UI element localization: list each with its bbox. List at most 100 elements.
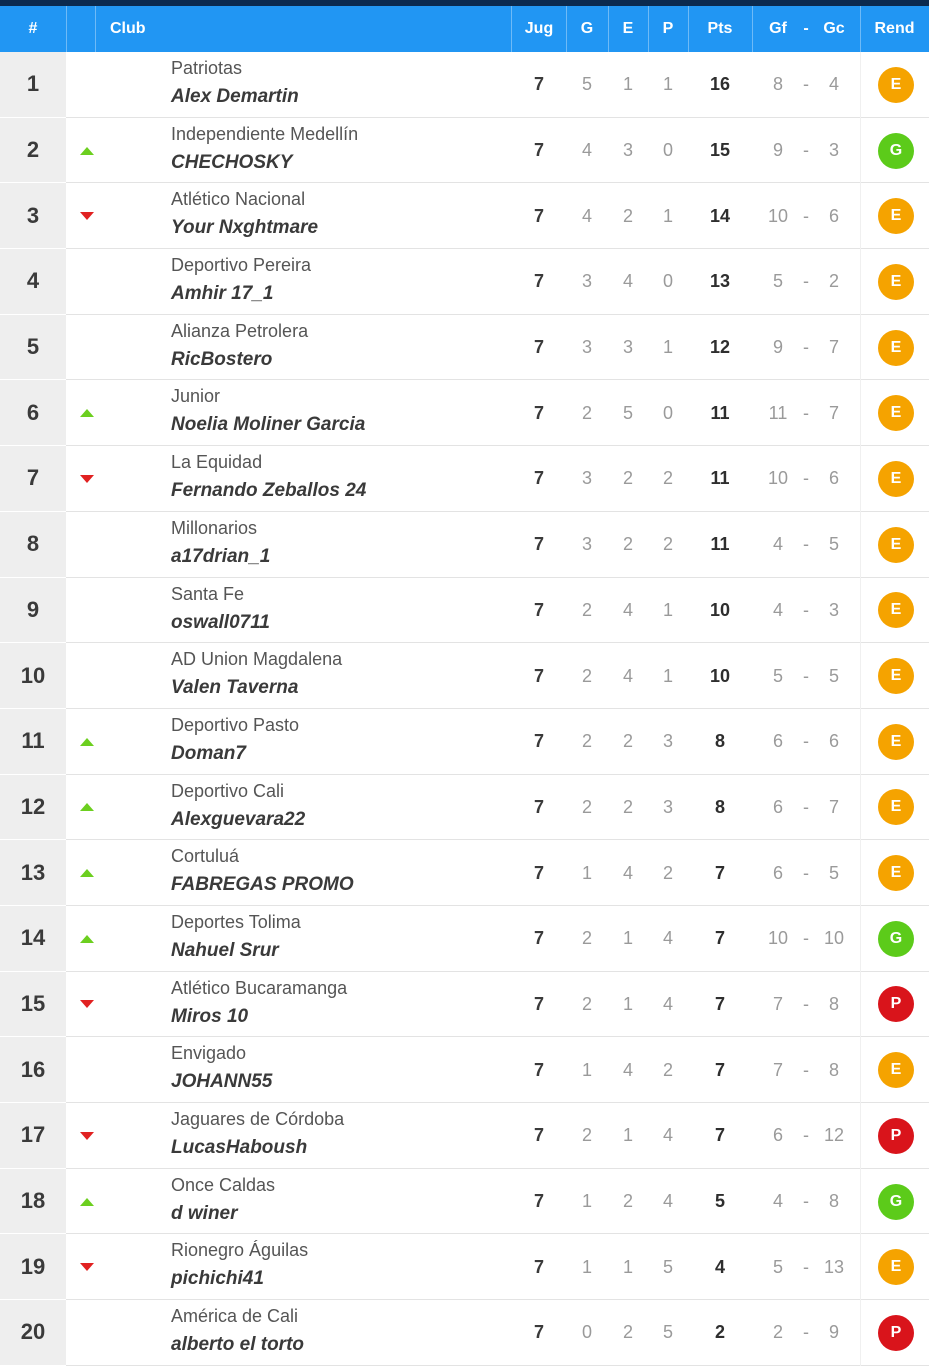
club-name[interactable]: Deportivo Pasto (171, 714, 300, 735)
rend-badge: P (878, 986, 914, 1023)
player-name[interactable]: pichichi41 (171, 1268, 264, 1290)
club-name[interactable]: Deportivo Pereira (171, 255, 312, 276)
player-name[interactable]: JOHANN55 (171, 1071, 273, 1093)
club-name[interactable]: Independiente Medellín (171, 123, 359, 144)
column-divider (860, 577, 861, 644)
header-rank[interactable]: # (28, 20, 38, 37)
club-name[interactable]: AD Union Magdalena (171, 649, 343, 670)
table-row[interactable]: 17 Jaguares de Córdoba LucasHaboush 7 2 1 4 7 6-… (0, 1103, 929, 1169)
player-name[interactable]: CHECHOSKY (171, 151, 293, 173)
player-name[interactable]: Doman7 (171, 742, 246, 764)
club-name[interactable]: Patriotas (171, 58, 243, 78)
e-value: 1 (622, 74, 633, 95)
table-row[interactable]: 10 AD Union Magdalena Valen Taverna 7 2 4 1 10 5… (0, 643, 929, 709)
club-name[interactable]: Junior (171, 386, 221, 407)
table-row[interactable]: 19 Rionegro Águilas pichichi41 7 1 1 5 4 5-13 E (0, 1234, 929, 1301)
player-name[interactable]: d winer (171, 1202, 238, 1224)
table-row[interactable]: 1 Patriotas Alex Demartin 7 5 1 1 16 8-4 E (0, 52, 929, 118)
row-body (66, 972, 929, 1038)
header-club[interactable]: Club (110, 20, 146, 37)
pts-value: 10 (709, 599, 731, 620)
player-name[interactable]: Fernando Zeballos 24 (171, 480, 367, 502)
jug-value: 7 (533, 1191, 544, 1212)
header-jug[interactable]: Jug (524, 20, 554, 37)
header-pts[interactable]: Pts (707, 20, 733, 37)
header-gf[interactable]: Gf (769, 20, 787, 37)
pts-value: 7 (714, 993, 725, 1014)
table-row[interactable]: 9 Santa Fe oswall0711 7 2 4 1 10 4-3 E (0, 577, 929, 644)
p-value: 1 (662, 74, 673, 95)
club-name[interactable]: Millonarios (171, 517, 258, 538)
table-row[interactable]: 16 Envigado JOHANN55 7 1 4 2 7 7-8 E (0, 1037, 929, 1103)
gf-value: 7 (772, 993, 783, 1014)
gc-value: 13 (823, 1256, 845, 1277)
e-value: 1 (622, 1125, 633, 1146)
table-row[interactable]: 20 América de Cali alberto el torto 7 0 2 5 2 2-… (0, 1300, 929, 1366)
player-name[interactable]: Alexguevara22 (171, 808, 306, 830)
table-row[interactable]: 8 Millonarios a17drian_1 7 3 2 2 11 4-5 E (0, 511, 929, 578)
goals-separator: - (803, 862, 809, 883)
header-rend[interactable]: Rend (874, 20, 915, 37)
e-value: 3 (622, 337, 633, 358)
club-name[interactable]: América de Cali (171, 1306, 299, 1327)
jug-value: 7 (533, 1322, 544, 1343)
e-value: 1 (622, 928, 633, 949)
player-name[interactable]: a17drian_1 (171, 545, 271, 567)
gf-value: 9 (772, 140, 783, 161)
club-name[interactable]: Atlético Nacional (171, 189, 306, 210)
rank-cell: 7 (0, 446, 66, 512)
club-name[interactable]: Atlético Bucaramanga (171, 977, 348, 998)
jug-value: 7 (533, 1059, 544, 1080)
player-name[interactable]: Your Nxghtmare (171, 217, 319, 239)
table-row[interactable]: 3 Atlético Nacional Your Nxghtmare 7 4 2 1 14 10… (0, 183, 929, 250)
player-name[interactable]: alberto el torto (171, 1334, 305, 1356)
jug-value: 7 (533, 599, 544, 620)
header-separator (66, 6, 67, 52)
table-row[interactable]: 18 Once Caldas d winer 7 1 2 4 5 4-8 G (0, 1168, 929, 1235)
table-row[interactable]: 12 Deportivo Cali Alexguevara22 7 2 2 3 8 6-7 E (0, 774, 929, 841)
player-name[interactable]: Miros 10 (171, 1005, 249, 1027)
table-row[interactable]: 4 Deportivo Pereira Amhir 17_1 7 3 4 0 13 5-2 E (0, 249, 929, 315)
goals-separator: - (803, 402, 809, 423)
player-name[interactable]: LucasHaboush (171, 1137, 308, 1158)
player-name[interactable]: FABREGAS PROMO (171, 874, 354, 896)
goals-separator: - (803, 1256, 809, 1277)
player-name[interactable]: Alex Demartin (171, 86, 299, 107)
player-name[interactable]: Valen Taverna (171, 677, 299, 699)
header-g[interactable]: G (580, 20, 594, 37)
club-name[interactable]: Envigado (171, 1043, 247, 1064)
g-value: 2 (581, 599, 592, 620)
club-name[interactable]: Rionegro Águilas (171, 1240, 309, 1261)
table-row[interactable]: 2 Independiente Medellín CHECHOSKY 7 4 3 0 15 9-… (0, 117, 929, 184)
club-name[interactable]: Alianza Petrolera (171, 320, 309, 341)
column-divider (860, 314, 861, 381)
club-name[interactable]: La Equidad (171, 452, 263, 473)
header-p[interactable]: P (662, 20, 674, 37)
table-row[interactable]: 13 Cortuluá FABREGAS PROMO 7 1 4 2 7 6-5 E (0, 840, 929, 906)
table-row[interactable]: 5 Alianza Petrolera RicBostero 7 3 3 1 12 9-7 E (0, 314, 929, 381)
player-name[interactable]: Nahuel Srur (171, 939, 279, 961)
rank-cell: 1 (0, 52, 66, 118)
player-name[interactable]: RicBostero (171, 348, 273, 370)
rend-badge: E (878, 198, 914, 235)
club-name[interactable]: Deportivo Cali (171, 780, 285, 801)
table-row[interactable]: 14 Deportes Tolima Nahuel Srur 7 2 1 4 7 10-10 G (0, 905, 929, 972)
club-name[interactable]: Deportes Tolima (171, 911, 301, 932)
table-row[interactable]: 11 Deportivo Pasto Doman7 7 2 2 3 8 6-6 E (0, 708, 929, 775)
player-name[interactable]: Amhir 17_1 (171, 283, 274, 305)
club-name[interactable]: Santa Fe (171, 583, 245, 604)
table-row[interactable]: 7 La Equidad Fernando Zeballos 24 7 3 2 2 11 10-… (0, 446, 929, 512)
table-row[interactable]: 15 Atlético Bucaramanga Miros 10 7 2 1 4 7 7-8 P (0, 971, 929, 1038)
club-name[interactable]: Jaguares de Córdoba (171, 1109, 345, 1129)
table-row[interactable]: 6 Junior Noelia Moliner Garcia 7 2 5 0 11 11-7 E (0, 380, 929, 447)
column-divider (860, 774, 861, 841)
header-e[interactable]: E (622, 20, 634, 37)
player-name[interactable]: oswall0711 (171, 611, 270, 633)
club-name[interactable]: Once Caldas (171, 1174, 276, 1195)
rank-cell: 3 (0, 183, 66, 250)
player-name[interactable]: Noelia Moliner Garcia (171, 414, 366, 436)
header-gc[interactable]: Gc (823, 20, 845, 37)
goals-separator: - (803, 1125, 809, 1146)
e-value: 2 (622, 1322, 633, 1343)
club-name[interactable]: Cortuluá (171, 846, 240, 867)
